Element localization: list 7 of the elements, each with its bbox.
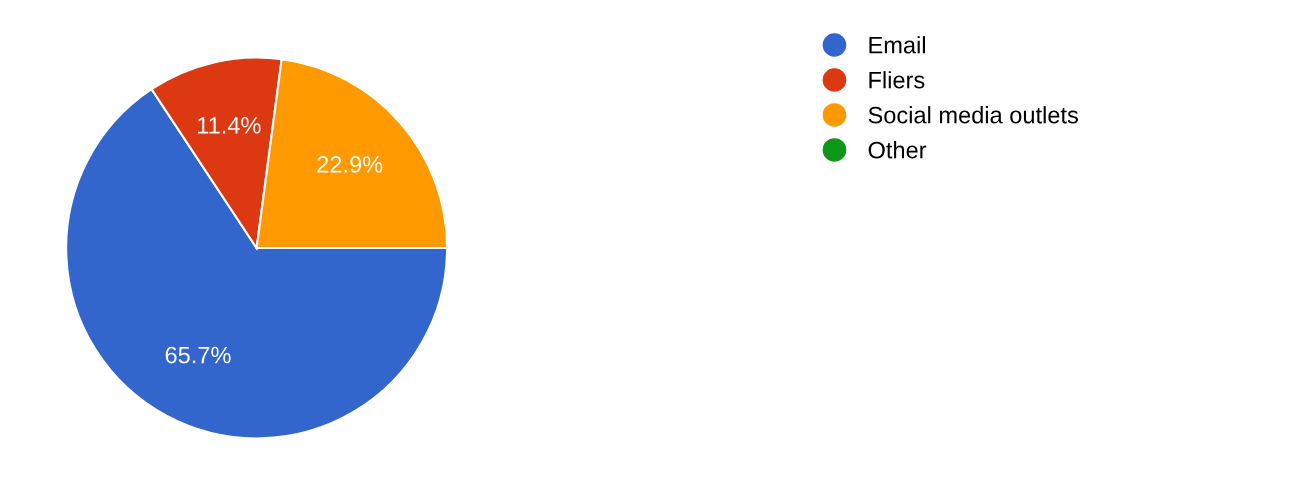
legend-label: Email xyxy=(869,36,925,54)
data-label: 65.7% xyxy=(165,346,231,364)
legend-label: Social media outlets xyxy=(868,106,1078,124)
data-label: 11.4% xyxy=(198,117,261,134)
legend-label: Fliers xyxy=(869,71,925,89)
legend-label: Other xyxy=(868,141,927,159)
data-label: 22.9% xyxy=(317,156,383,173)
